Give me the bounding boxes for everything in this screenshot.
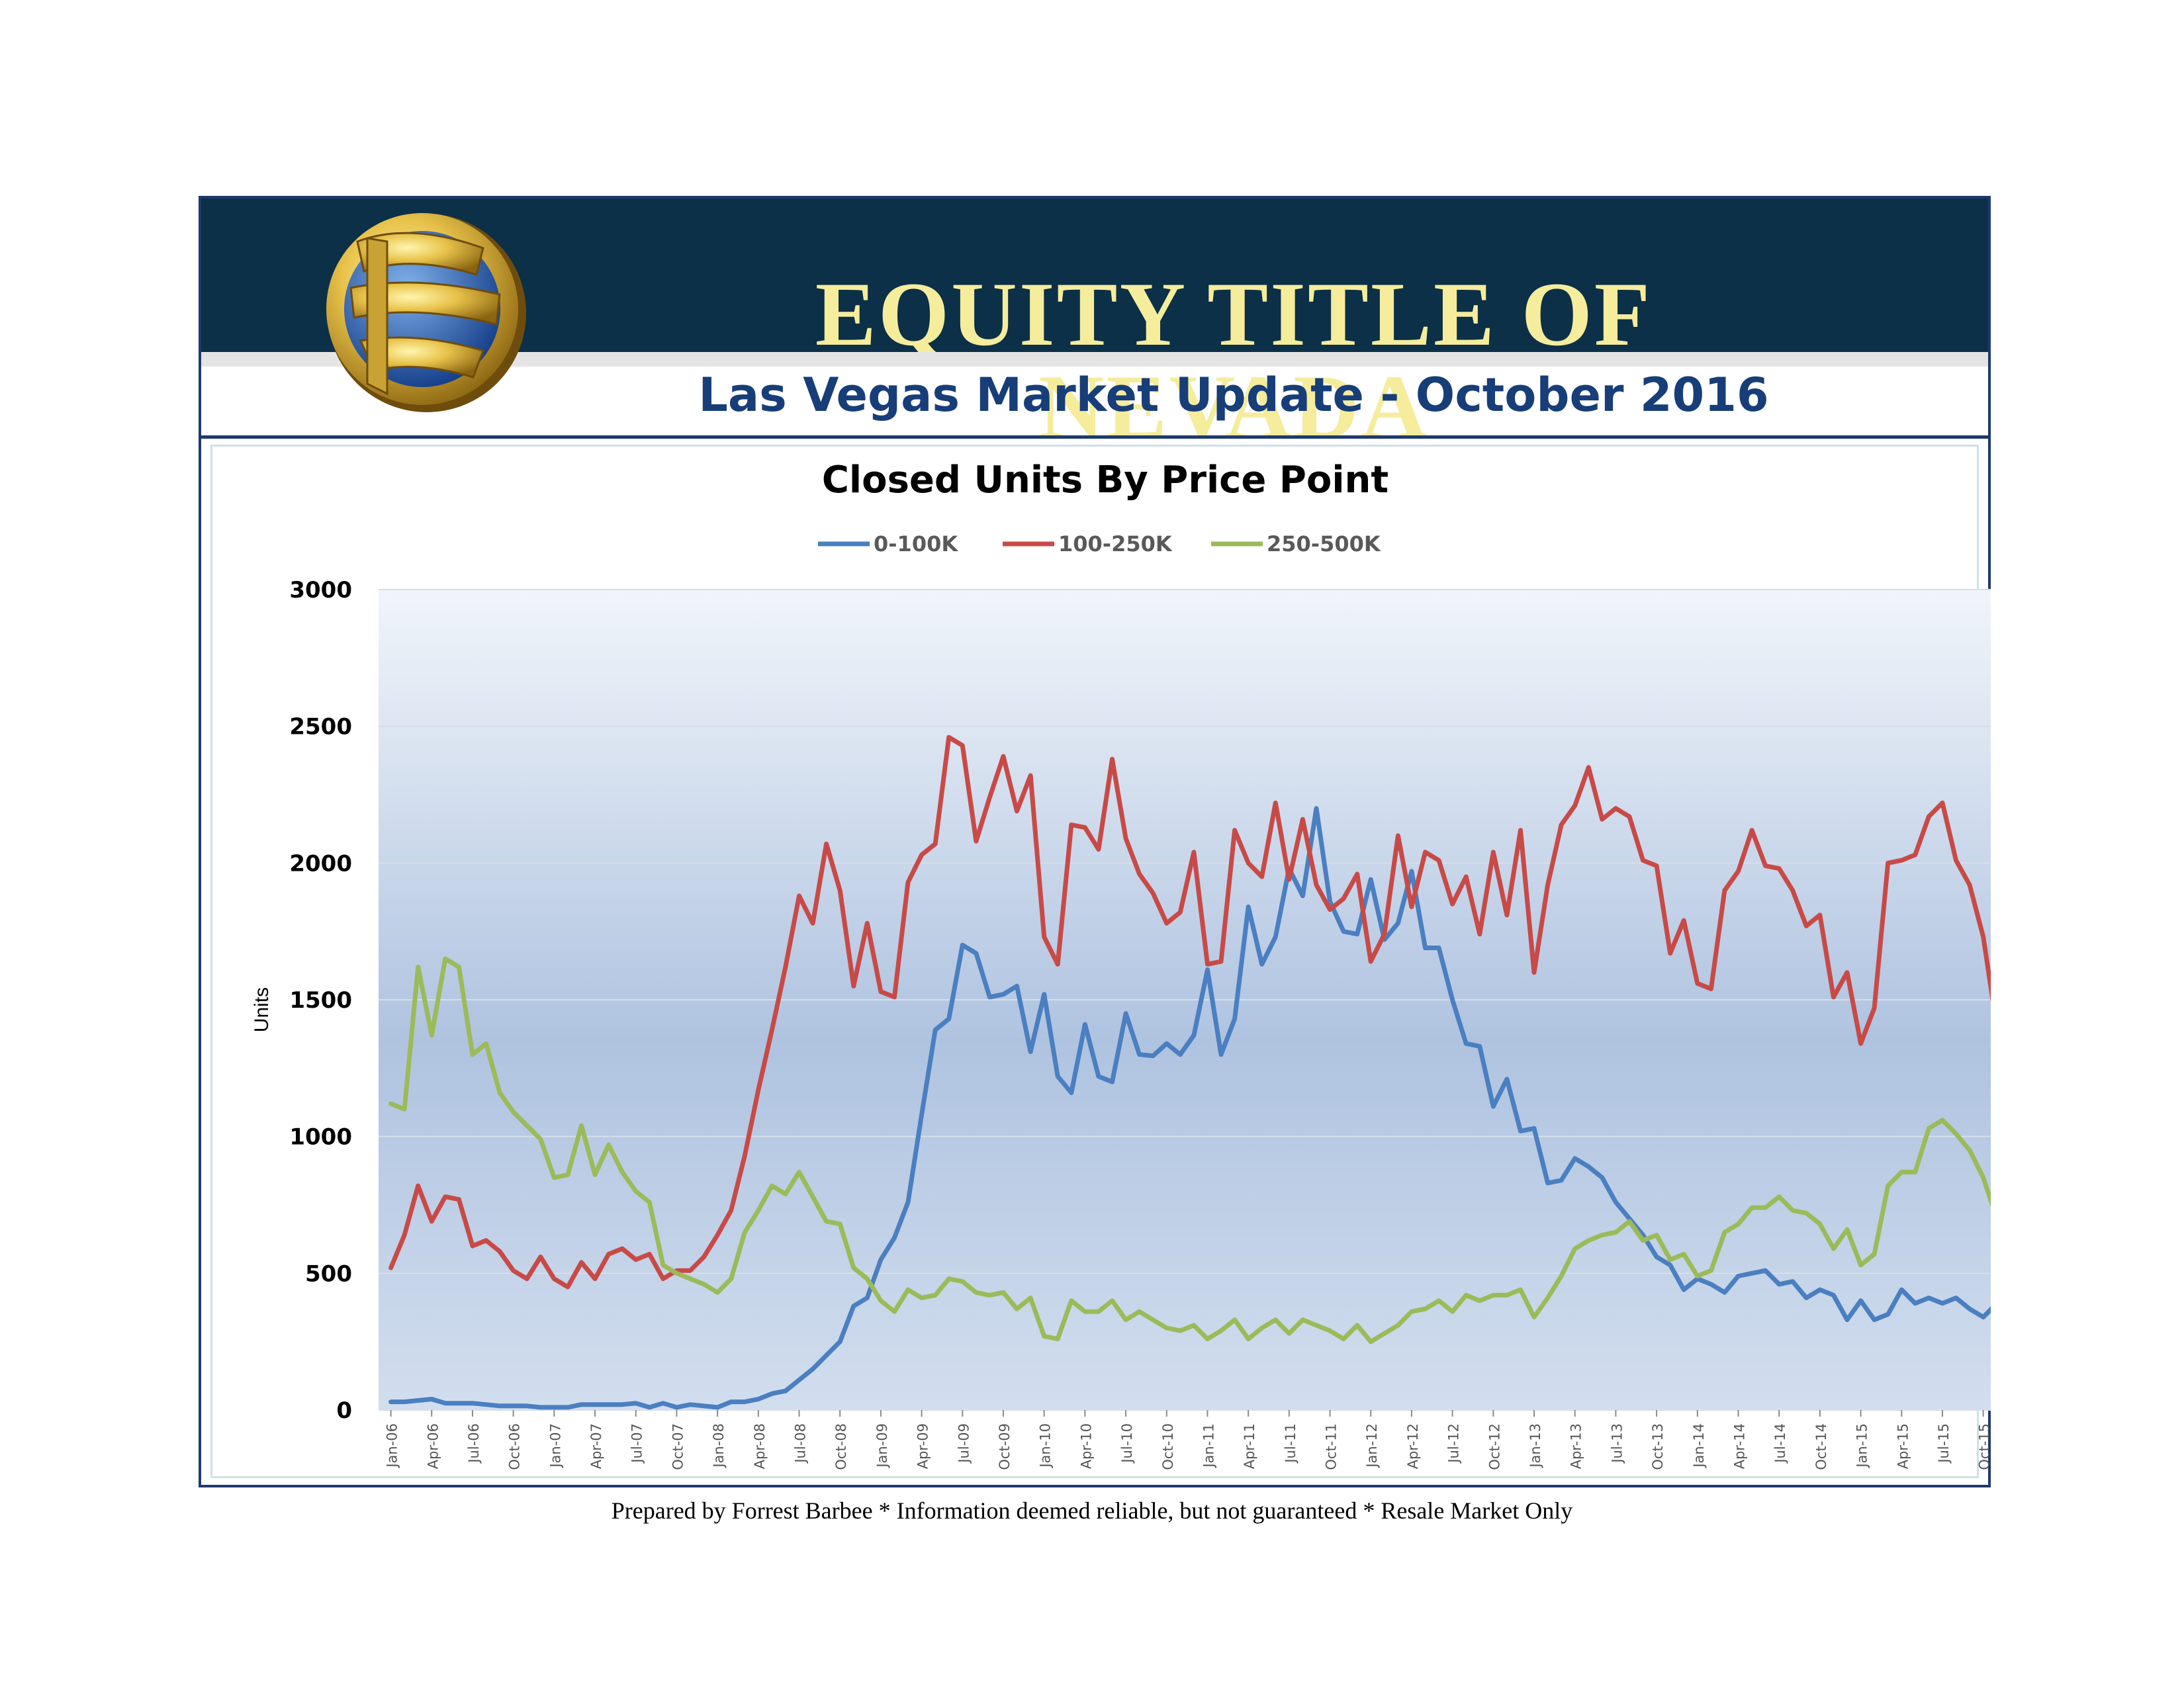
x-tick-label: Apr-13	[1569, 1423, 1584, 1469]
x-tick-label: Jan-08	[711, 1423, 727, 1469]
y-tick-label: 3000	[289, 577, 352, 603]
x-tick-label: Oct-08	[833, 1423, 849, 1470]
legend-item: 0-100K	[818, 531, 958, 556]
x-tick-label: Oct-06	[507, 1423, 523, 1470]
x-tick-label: Jul-10	[1119, 1423, 1135, 1464]
x-tick-label: Jan-13	[1527, 1423, 1543, 1469]
x-tick-label: Jan-11	[1201, 1423, 1216, 1469]
x-tick-label: Jan-15	[1854, 1423, 1870, 1469]
series-line-250-500k	[388, 956, 1991, 1345]
x-axis: Jan-06 Apr-06 Jul-06 Oct-06 Jan-07 Apr-07 Jul-…	[385, 1410, 1991, 1470]
legend-item: 100-250K	[1003, 531, 1173, 556]
legend-label: 100-250K	[1058, 531, 1173, 556]
x-tick-label: Jul-08	[793, 1423, 809, 1464]
x-tick-label: Jul-14	[1772, 1423, 1788, 1464]
x-tick-label: Apr-08	[752, 1423, 768, 1469]
y-tick-label: 1000	[289, 1124, 352, 1151]
x-tick-label: Oct-11	[1324, 1423, 1340, 1470]
x-tick-label: Apr-15	[1895, 1423, 1911, 1469]
x-tick-label: Jul-06	[466, 1423, 482, 1464]
x-tick-label: Oct-14	[1813, 1423, 1829, 1470]
series-line-0-100k	[388, 806, 1991, 1410]
y-axis: 0 500 1000 1500 2000 2500 3000	[289, 577, 352, 1424]
closed-units-chart: Closed Units By Price Point 0-100K 100-25…	[251, 459, 1991, 1470]
y-tick-label: 500	[305, 1261, 352, 1287]
x-tick-label: Jul-12	[1446, 1423, 1462, 1464]
x-tick-label: Apr-12	[1405, 1423, 1421, 1469]
x-tick-label: Jul-09	[956, 1423, 972, 1464]
x-tick-label: Apr-10	[1078, 1423, 1094, 1469]
legend-item: 250-500K	[1211, 531, 1381, 556]
x-tick-label: Apr-09	[915, 1423, 931, 1469]
x-tick-label: Apr-06	[425, 1423, 441, 1469]
x-tick-label: Jan-09	[874, 1423, 890, 1469]
y-tick-label: 0	[336, 1397, 352, 1424]
y-tick-label: 2500	[289, 714, 352, 740]
x-tick-label: Oct-07	[670, 1423, 686, 1470]
equity-title-globe-logo-icon	[326, 213, 526, 412]
chart-title: Closed Units By Price Point	[822, 459, 1388, 502]
x-tick-label: Jan-12	[1364, 1423, 1380, 1469]
x-tick-label: Jan-14	[1691, 1423, 1707, 1469]
x-tick-label: Apr-14	[1731, 1423, 1747, 1469]
x-tick-label: Jul-13	[1609, 1423, 1625, 1464]
series-line-100-250k	[388, 734, 1991, 1290]
y-axis-label: Units	[251, 987, 273, 1032]
chart-legend: 0-100K 100-250K 250-500K	[818, 531, 1381, 556]
legend-label: 0-100K	[874, 531, 958, 556]
x-tick-label: Jan-06	[385, 1423, 400, 1469]
legend-label: 250-500K	[1267, 531, 1381, 556]
x-tick-label: Oct-15	[1977, 1423, 1991, 1470]
x-tick-label: Oct-13	[1650, 1423, 1666, 1470]
series-lines	[388, 734, 1991, 1410]
x-tick-label: Apr-07	[588, 1423, 604, 1469]
x-tick-label: Jan-10	[1038, 1423, 1054, 1469]
x-tick-label: Jul-07	[629, 1423, 645, 1464]
report-subtitle: Las Vegas Market Update - October 2016	[698, 368, 1769, 422]
x-tick-label: Jan-07	[547, 1423, 563, 1469]
y-tick-label: 1500	[289, 987, 352, 1014]
header-divider	[201, 435, 1988, 439]
x-tick-label: Jul-15	[1936, 1423, 1952, 1464]
x-tick-label: Apr-11	[1242, 1423, 1257, 1469]
subtitle-band	[201, 352, 1988, 367]
x-tick-label: Oct-12	[1486, 1423, 1502, 1470]
x-tick-label: Jul-11	[1283, 1423, 1298, 1464]
x-tick-label: Oct-09	[997, 1423, 1013, 1470]
footer-disclaimer: Prepared by Forrest Barbee * Information…	[611, 1497, 1573, 1524]
x-tick-label: Oct-10	[1160, 1423, 1176, 1470]
y-tick-label: 2000	[289, 850, 352, 877]
